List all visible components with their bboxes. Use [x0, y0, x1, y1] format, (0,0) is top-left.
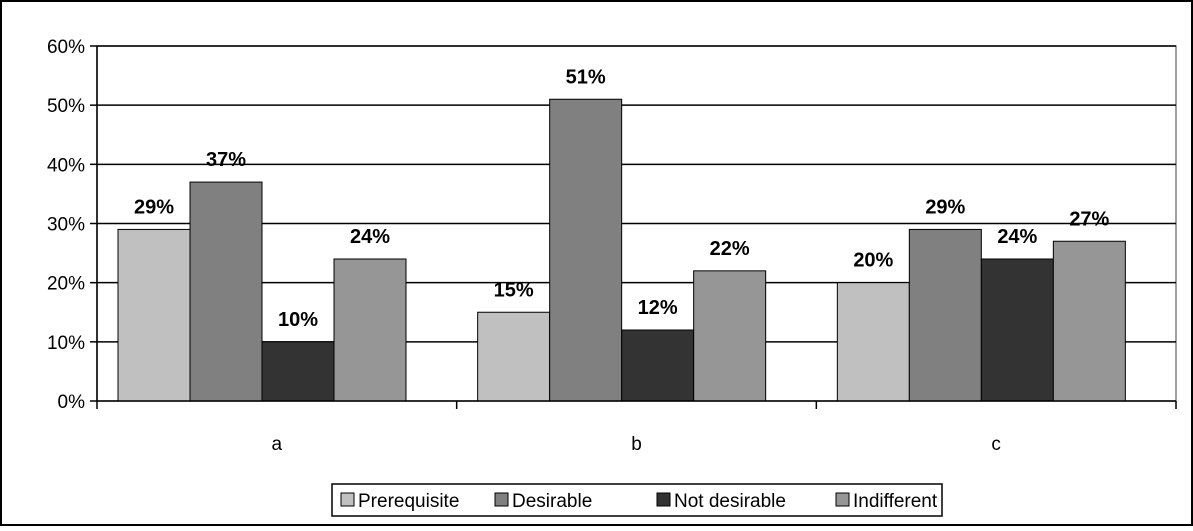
- bar-indifferent-c: [1052, 240, 1126, 402]
- bar-not-desirable-c: [980, 258, 1054, 402]
- y-axis-ticks: 0% 10% 20% 30% 40% 50% 60%: [47, 37, 97, 413]
- bar-prerequisite-b: [477, 311, 551, 402]
- y-tick-label: 0%: [58, 392, 86, 413]
- data-label: 24%: [350, 226, 390, 248]
- x-category-label: c: [991, 434, 1001, 455]
- legend-label: Indifferent: [853, 491, 938, 512]
- bar-desirable-b: [549, 98, 623, 402]
- y-tick-label: 60%: [47, 37, 85, 58]
- legend-label: Desirable: [512, 491, 592, 512]
- data-label: 10%: [278, 309, 318, 331]
- data-label: 29%: [925, 196, 965, 218]
- data-label: 51%: [566, 66, 606, 88]
- bars: [117, 98, 1126, 402]
- data-label: 37%: [206, 149, 246, 171]
- x-category-label: a: [272, 434, 283, 455]
- legend: Prerequisite Desirable Not desirable Indiff…: [331, 483, 943, 517]
- y-tick-label: 20%: [47, 274, 85, 295]
- bar-indifferent-a: [333, 258, 407, 402]
- legend-label: Prerequisite: [358, 491, 459, 512]
- x-axis-categories: a b c: [272, 434, 1001, 455]
- y-tick-label: 40%: [47, 155, 85, 176]
- data-label: 22%: [710, 238, 750, 260]
- bar-desirable-a: [189, 181, 263, 402]
- bar-prerequisite-a: [117, 228, 191, 402]
- bar-indifferent-b: [693, 270, 767, 402]
- x-category-label: b: [631, 434, 642, 455]
- data-label: 12%: [638, 297, 678, 319]
- bar-not-desirable-b: [621, 329, 695, 402]
- y-tick-label: 10%: [47, 333, 85, 354]
- data-label: 15%: [494, 279, 534, 301]
- axes: [96, 46, 1177, 409]
- data-labels: 29% 15% 20% 37% 51% 29% 10% 12% 24% 24% 22% 27%: [134, 66, 1110, 331]
- bar-not-desirable-a: [261, 341, 335, 402]
- legend-swatch: [340, 492, 355, 507]
- data-label: 20%: [853, 250, 893, 272]
- legend-swatch: [835, 492, 850, 507]
- y-tick-label: 30%: [47, 215, 85, 236]
- data-label: 24%: [997, 226, 1037, 248]
- legend-swatch: [494, 492, 509, 507]
- bar-desirable-c: [908, 228, 982, 402]
- legend-swatch: [656, 492, 671, 507]
- y-tick-label: 50%: [47, 96, 85, 117]
- data-label: 27%: [1069, 208, 1109, 230]
- data-label: 29%: [134, 196, 174, 218]
- legend-label: Not desirable: [674, 491, 786, 512]
- bar-prerequisite-c: [836, 282, 910, 402]
